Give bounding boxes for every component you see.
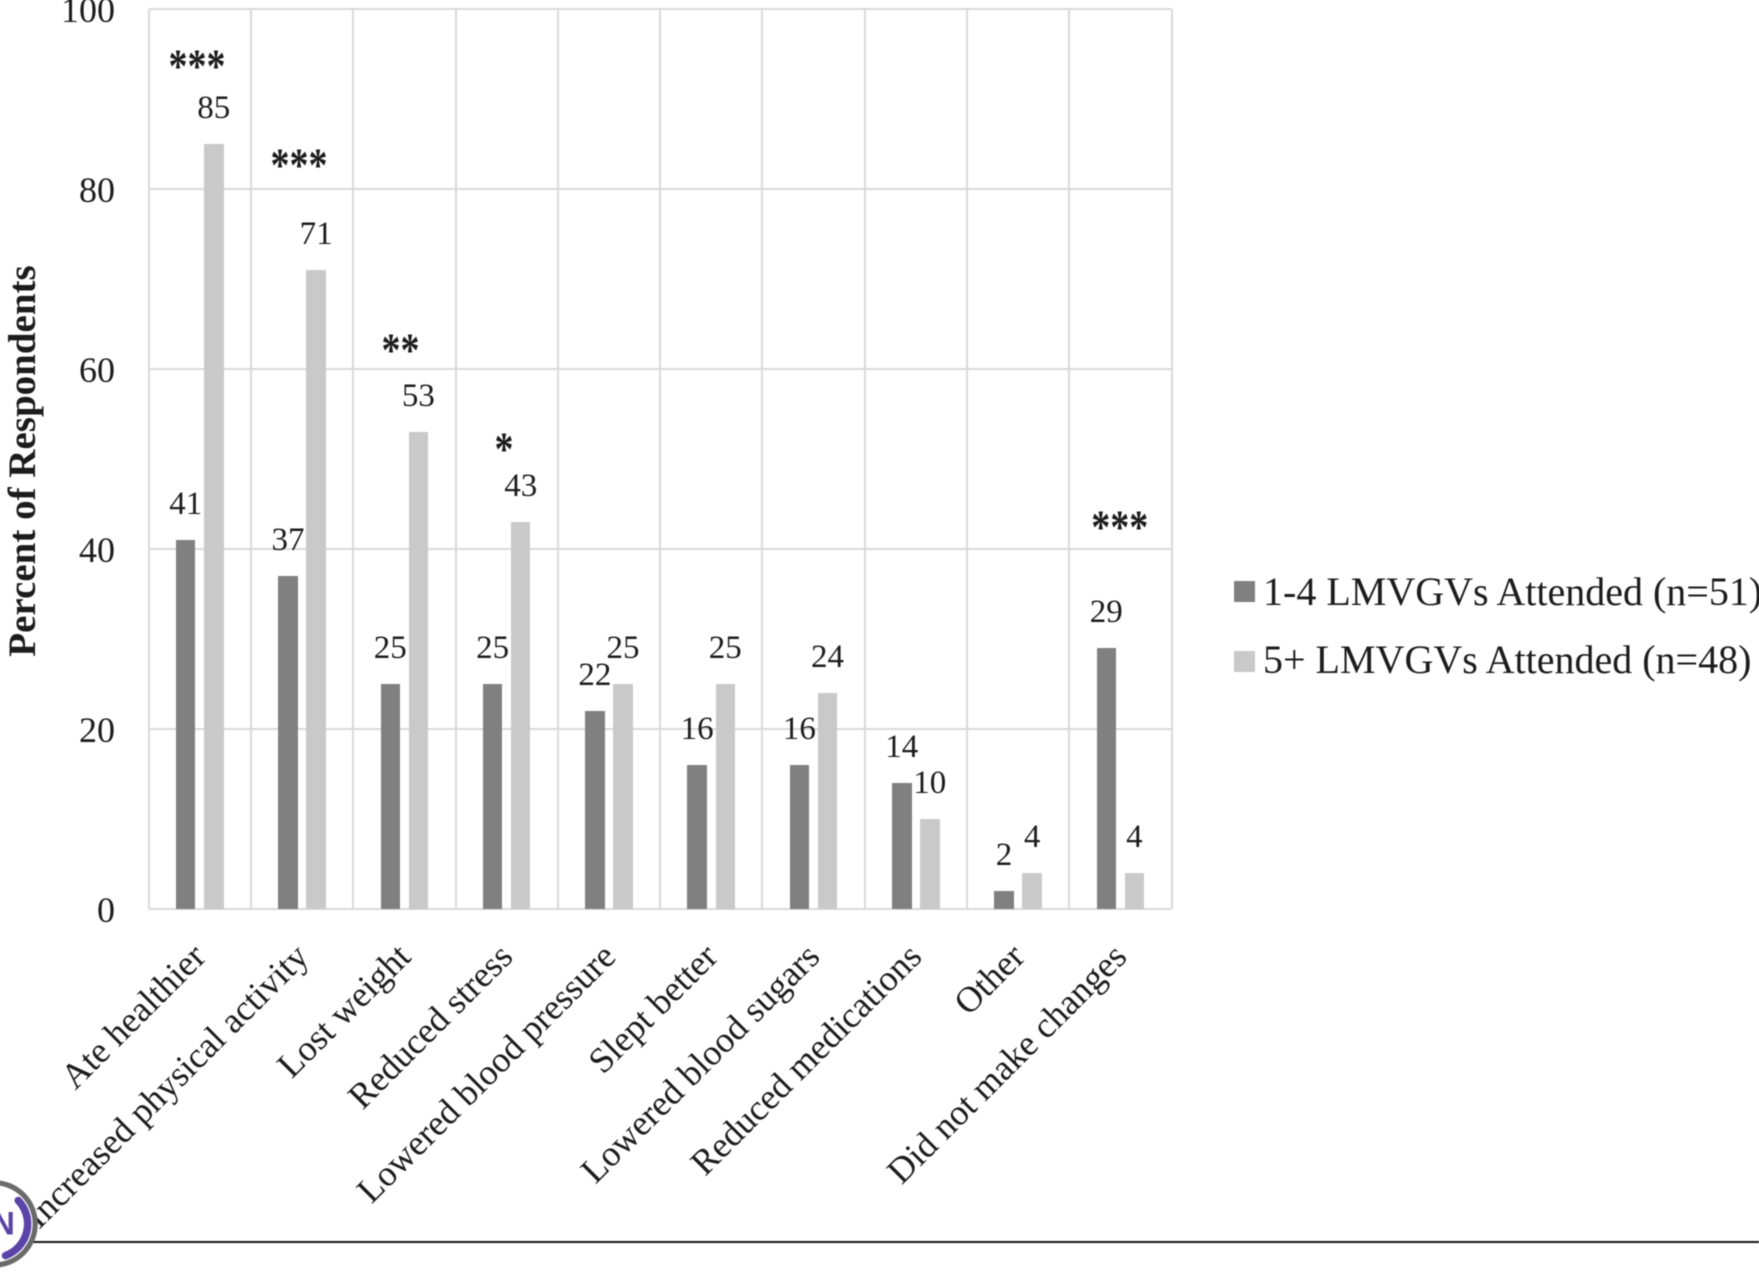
svg-text:N: N	[0, 1205, 15, 1241]
